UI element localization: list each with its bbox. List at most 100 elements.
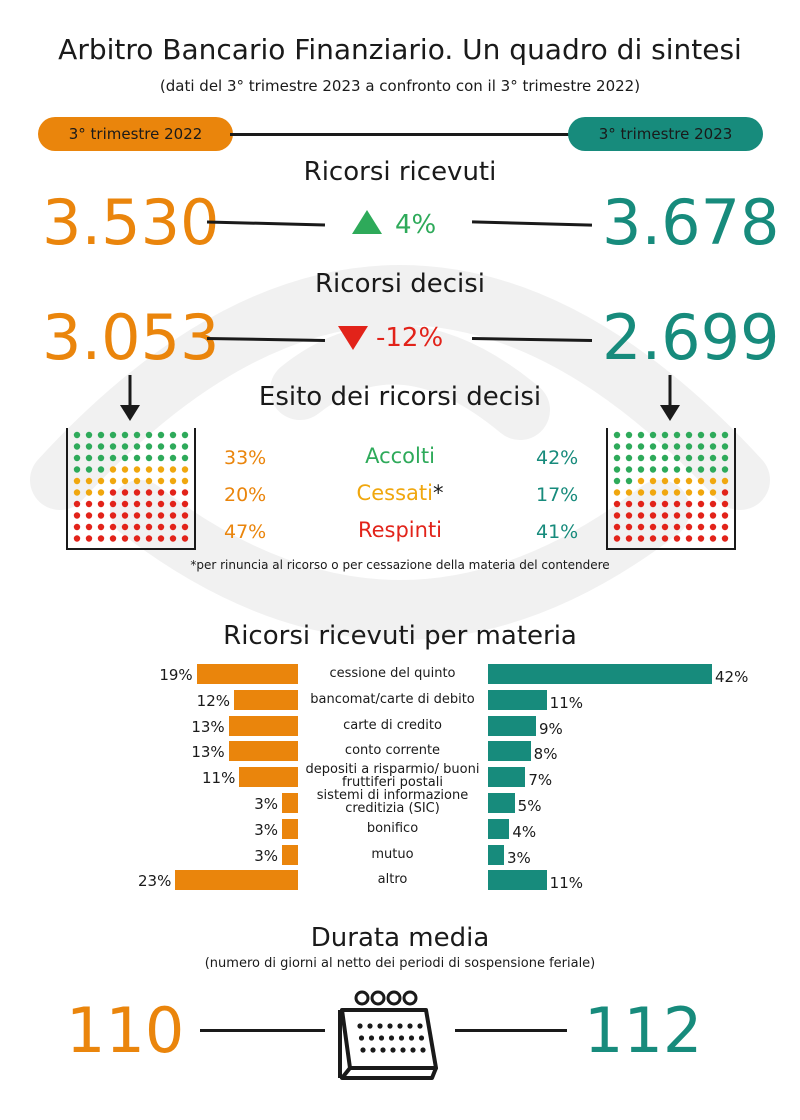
dot-cessati	[145, 466, 153, 473]
calendar-day-dot	[418, 1035, 425, 1041]
dot-accolti	[121, 431, 129, 439]
period-connector-line	[230, 133, 572, 136]
dot-cessati	[121, 477, 129, 485]
dot-respinti	[649, 535, 657, 542]
bar-2022	[282, 793, 298, 813]
durata-2023-value: 112	[584, 994, 703, 1067]
dot-respinti	[109, 523, 117, 531]
dot-respinti	[625, 535, 633, 542]
bar-2023-label: 9%	[539, 719, 563, 738]
dot-respinti	[121, 535, 129, 542]
dot-respinti	[685, 500, 693, 508]
dot-respinti	[649, 500, 657, 508]
materia-title: Ricorsi ricevuti per materia	[223, 621, 577, 651]
dot-respinti	[673, 523, 681, 531]
dot-cessati	[181, 466, 189, 473]
dot-respinti	[649, 523, 657, 531]
triangle-down-icon	[338, 326, 368, 350]
dot-cessati	[85, 489, 93, 496]
calendar-day-dot	[408, 1035, 415, 1041]
dot-accolti	[97, 431, 105, 439]
dot-accolti	[109, 443, 117, 450]
dot-respinti	[661, 523, 669, 531]
dot-respinti	[697, 500, 705, 508]
dot-respinti	[181, 523, 189, 531]
bar-2023	[488, 870, 547, 891]
dot-accolti	[73, 466, 81, 473]
ricevuti-2023-value: 3.678	[602, 186, 780, 259]
dot-accolti	[157, 431, 165, 439]
dot-accolti	[661, 431, 669, 439]
dot-respinti	[625, 512, 633, 519]
dot-respinti	[121, 512, 129, 519]
bar-2022	[282, 818, 298, 839]
dot-accolti	[673, 431, 681, 439]
dot-accolti	[169, 431, 177, 439]
dot-respinti	[685, 535, 693, 542]
dot-accolti	[625, 443, 633, 450]
outcome-dot-matrix-2023	[606, 428, 736, 550]
page-subtitle: (dati del 3° trimestre 2023 a confronto …	[159, 77, 641, 95]
dot-cessati	[637, 477, 645, 485]
bar-2023	[488, 793, 515, 813]
dot-respinti	[145, 523, 153, 531]
dot-accolti	[625, 431, 633, 439]
dot-respinti	[709, 512, 717, 519]
dot-respinti	[97, 523, 105, 531]
dot-respinti	[181, 535, 189, 542]
dot-cessati	[97, 477, 105, 485]
cessati-asterisk: *	[432, 481, 444, 505]
calendar-day-dot	[407, 1023, 413, 1029]
dot-respinti	[685, 512, 693, 519]
dot-respinti	[133, 535, 141, 542]
dot-respinti	[709, 500, 717, 508]
dot-cessati	[145, 477, 153, 485]
page-title: Arbitro Bancario Finanziario. Un quadro …	[58, 33, 742, 66]
dot-respinti	[73, 512, 81, 519]
dot-respinti	[157, 512, 165, 519]
dot-accolti	[649, 443, 657, 450]
dot-respinti	[109, 500, 117, 508]
dot-accolti	[661, 466, 669, 473]
dot-respinti	[169, 512, 177, 519]
dot-respinti	[637, 535, 645, 542]
respinti-2023-pct: 41%	[536, 521, 579, 543]
dot-accolti	[625, 454, 633, 462]
calendar-day-dot	[387, 1023, 393, 1029]
ricevuti-2022-value: 3.530	[42, 186, 220, 259]
dot-accolti	[697, 466, 705, 473]
durata-left-line	[200, 1029, 325, 1032]
calendar-day-dot	[390, 1047, 396, 1053]
dot-respinti	[697, 512, 705, 519]
dot-respinti	[109, 512, 117, 519]
dot-cessati	[97, 489, 105, 496]
dot-accolti	[97, 466, 105, 473]
bar-2022-label: 13%	[191, 743, 225, 762]
dot-cessati	[85, 477, 93, 485]
dot-respinti	[169, 535, 177, 542]
bar-2023	[488, 715, 536, 736]
dot-respinti	[97, 500, 105, 508]
decisi-2023-value: 2.699	[602, 301, 780, 374]
decisi-title: Ricorsi decisi	[314, 269, 485, 299]
category-label: conto corrente	[344, 743, 441, 759]
dot-respinti	[661, 535, 669, 542]
dot-cessati	[637, 489, 645, 496]
dot-accolti	[121, 443, 129, 450]
calendar-day-dot	[420, 1047, 426, 1053]
dot-respinti	[685, 523, 693, 531]
dot-accolti	[613, 466, 621, 473]
dot-cessati	[109, 477, 117, 485]
dot-cessati	[133, 477, 141, 485]
category-label: altro	[377, 872, 408, 888]
dot-cessati	[697, 489, 705, 496]
dot-accolti	[133, 454, 141, 462]
dot-respinti	[145, 535, 153, 542]
dot-respinti	[85, 500, 93, 508]
dot-accolti	[721, 443, 729, 450]
dot-accolti	[97, 454, 105, 462]
dot-accolti	[697, 454, 705, 462]
dot-respinti	[169, 489, 177, 496]
dot-respinti	[709, 523, 717, 531]
bar-2023-label: 8%	[533, 745, 558, 764]
